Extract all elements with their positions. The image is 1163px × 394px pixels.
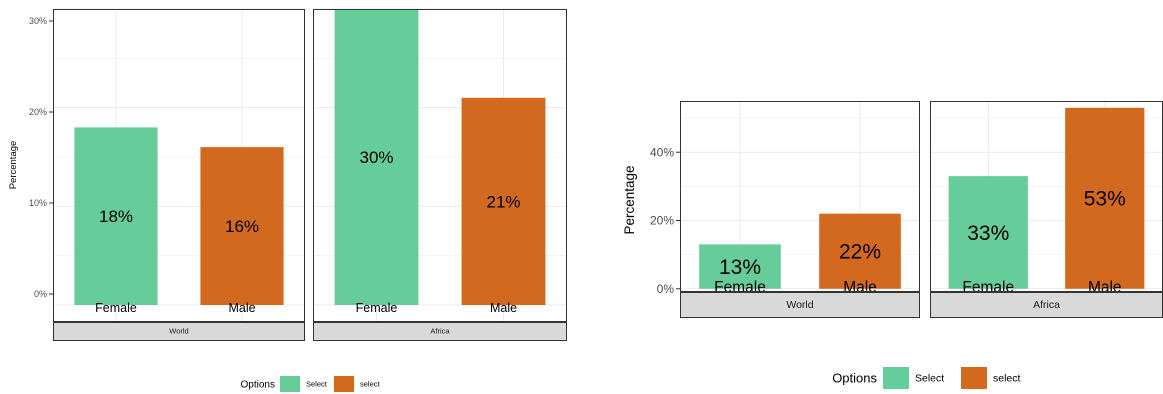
y-tick-label: 40% — [650, 145, 674, 159]
facet-strip-label: World — [786, 299, 813, 311]
chart-2: 13%Female22%MaleWorld33%Female53%MaleAfr… — [622, 101, 1163, 389]
legend-swatch — [883, 367, 909, 389]
panel-border — [680, 101, 920, 292]
legend-label: Select — [306, 380, 328, 389]
legend-swatch — [280, 376, 300, 392]
x-tick-label: Female — [95, 301, 137, 315]
bar-world-male — [200, 147, 284, 305]
y-tick-label: 20% — [29, 107, 47, 117]
facet-strip-label: Africa — [430, 327, 450, 336]
legend-title: Options — [241, 380, 275, 391]
bar-value-label: 13% — [719, 256, 761, 279]
bar-value-label: 22% — [839, 241, 881, 264]
bar-africa-male — [461, 97, 546, 305]
bar-africa-male — [1065, 107, 1145, 289]
panel-africa: 30% Female 21% Male Africa — [313, 8, 567, 341]
bar-value-label: 16% — [225, 217, 259, 236]
bar-africa-female — [948, 176, 1028, 289]
bar-world-female — [74, 127, 158, 306]
y-axis-title: Percentage — [622, 165, 637, 234]
legend-label: select — [993, 373, 1021, 385]
bar-value-label: 30% — [359, 148, 393, 167]
legend: Options Select select — [241, 376, 381, 392]
panel-border — [53, 9, 305, 322]
facet-strip-label: Africa — [1033, 299, 1060, 311]
bar-world-male — [819, 213, 901, 289]
x-tick-label: Female — [356, 301, 398, 315]
facet-strip — [53, 322, 305, 341]
legend-swatch — [334, 376, 354, 392]
facet-strip — [930, 292, 1163, 318]
y-tick-label: 10% — [29, 198, 47, 208]
bar-value-label: 33% — [967, 222, 1009, 245]
bar-world-female — [699, 244, 781, 289]
legend-swatch — [961, 367, 987, 389]
y-tick-label: 20% — [650, 214, 674, 228]
x-tick-label: Male — [490, 301, 517, 315]
legend-title: Options — [832, 371, 877, 386]
x-tick-label: Male — [228, 301, 255, 315]
bar-value-label: 18% — [99, 207, 133, 226]
facet-strip — [313, 322, 567, 341]
legend-label: select — [360, 380, 381, 389]
panel-world: 18% Female 16% Male World — [53, 8, 305, 341]
chart-1: 18% Female 16% Male World 30% Female 21% Male Afr… — [8, 8, 567, 392]
panel-border — [313, 9, 567, 322]
y-tick-label: 30% — [29, 16, 47, 26]
legend-label: Select — [915, 373, 944, 385]
bar-value-label: 53% — [1084, 188, 1126, 211]
y-axis-title: Percentage — [8, 141, 19, 190]
facet-strip — [680, 292, 920, 318]
y-tick-label: 0% — [657, 282, 675, 296]
bar-africa-female — [334, 9, 419, 305]
y-tick-label: 0% — [34, 289, 47, 299]
bar-value-label: 21% — [486, 192, 520, 211]
facet-strip-label: World — [169, 327, 188, 336]
legend: Options Select select — [832, 367, 1021, 389]
